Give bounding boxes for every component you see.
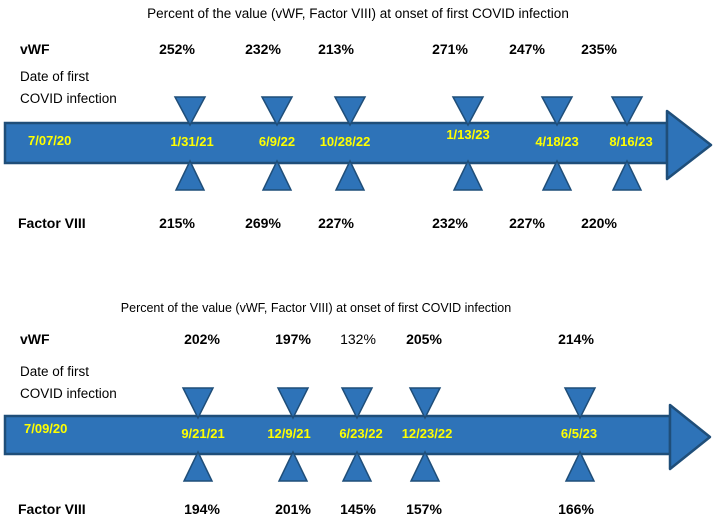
factor-viii-value: 269% — [245, 215, 281, 231]
event-marker-triangle-down-icon — [181, 387, 215, 420]
event-marker-triangle-up-icon — [182, 450, 214, 482]
vwf-value: 214% — [558, 331, 594, 347]
vwf-value: 197% — [275, 331, 311, 347]
date-axis-label-line2: COVID infection — [20, 91, 117, 106]
event-marker-triangle-down-icon — [610, 96, 644, 127]
date-axis-label-line1: Date of first — [20, 364, 90, 379]
event-marker-triangle-down-icon — [540, 96, 574, 127]
timeline-start-date: 7/09/20 — [24, 421, 68, 436]
event-marker-triangle-up-icon — [341, 450, 373, 482]
factor-viii-value: 201% — [275, 501, 311, 517]
factor-viii-value: 166% — [558, 501, 594, 517]
event-date: 12/23/22 — [401, 426, 453, 441]
event-marker-triangle-down-icon — [340, 387, 374, 420]
event-marker-triangle-down-icon — [408, 387, 442, 420]
factor-viii-row-label: Factor VIII — [18, 501, 86, 517]
factor-viii-row-label: Factor VIII — [18, 215, 86, 231]
factor-viii-value: 227% — [318, 215, 354, 231]
event-date: 12/9/21 — [267, 426, 311, 441]
event-marker-triangle-down-icon — [451, 96, 485, 127]
event-date: 6/9/22 — [258, 134, 296, 149]
event-marker-triangle-up-icon — [564, 450, 596, 482]
vwf-value: 132% — [340, 331, 376, 347]
event-marker-triangle-up-icon — [277, 450, 309, 482]
event-date: 6/23/22 — [339, 426, 383, 441]
event-marker-triangle-down-icon — [333, 96, 367, 127]
event-marker-triangle-up-icon — [334, 159, 366, 191]
figure-title: Percent of the value (vWF, Factor VIII) … — [147, 6, 569, 21]
event-marker-triangle-down-icon — [260, 96, 294, 127]
factor-viii-value: 215% — [159, 215, 195, 231]
date-axis-label-line2: COVID infection — [20, 386, 117, 401]
date-axis-label-line1: Date of first — [20, 69, 90, 84]
event-date: 4/18/23 — [535, 134, 579, 149]
factor-viii-value: 157% — [406, 501, 442, 517]
event-marker-triangle-up-icon — [611, 159, 643, 191]
event-marker-triangle-up-icon — [174, 159, 206, 191]
event-marker-triangle-up-icon — [261, 159, 293, 191]
factor-viii-value: 232% — [432, 215, 468, 231]
event-date: 6/5/23 — [560, 426, 598, 441]
event-date: 8/16/23 — [609, 134, 653, 149]
vwf-value: 213% — [318, 41, 354, 57]
timeline-arrow-band — [3, 414, 672, 456]
vwf-value: 202% — [184, 331, 220, 347]
vwf-row-label: vWF — [20, 41, 50, 57]
event-date: 1/13/23 — [446, 127, 490, 142]
factor-viii-value: 145% — [340, 501, 376, 517]
vwf-value: 235% — [581, 41, 617, 57]
event-date: 9/21/21 — [181, 426, 225, 441]
vwf-row-label: vWF — [20, 331, 50, 347]
event-marker-triangle-down-icon — [276, 387, 310, 420]
timeline-start-date: 7/07/20 — [28, 133, 72, 148]
event-marker-triangle-up-icon — [452, 159, 484, 191]
vwf-value: 205% — [406, 331, 442, 347]
event-date: 10/28/22 — [319, 134, 371, 149]
event-marker-triangle-up-icon — [409, 450, 441, 482]
vwf-value: 271% — [432, 41, 468, 57]
timeline-arrow-head-icon — [668, 403, 712, 471]
event-marker-triangle-down-icon — [173, 96, 207, 127]
vwf-value: 232% — [245, 41, 281, 57]
factor-viii-value: 194% — [184, 501, 220, 517]
event-marker-triangle-down-icon — [563, 387, 597, 420]
figure-title: Percent of the value (vWF, Factor VIII) … — [120, 301, 512, 315]
vwf-value: 247% — [509, 41, 545, 57]
factor-viii-value: 227% — [509, 215, 545, 231]
event-marker-triangle-up-icon — [541, 159, 573, 191]
timeline-arrow-head-icon — [665, 109, 713, 181]
event-date: 1/31/21 — [170, 134, 214, 149]
timeline-arrow-band — [3, 121, 669, 165]
factor-viii-value: 220% — [581, 215, 617, 231]
vwf-value: 252% — [159, 41, 195, 57]
